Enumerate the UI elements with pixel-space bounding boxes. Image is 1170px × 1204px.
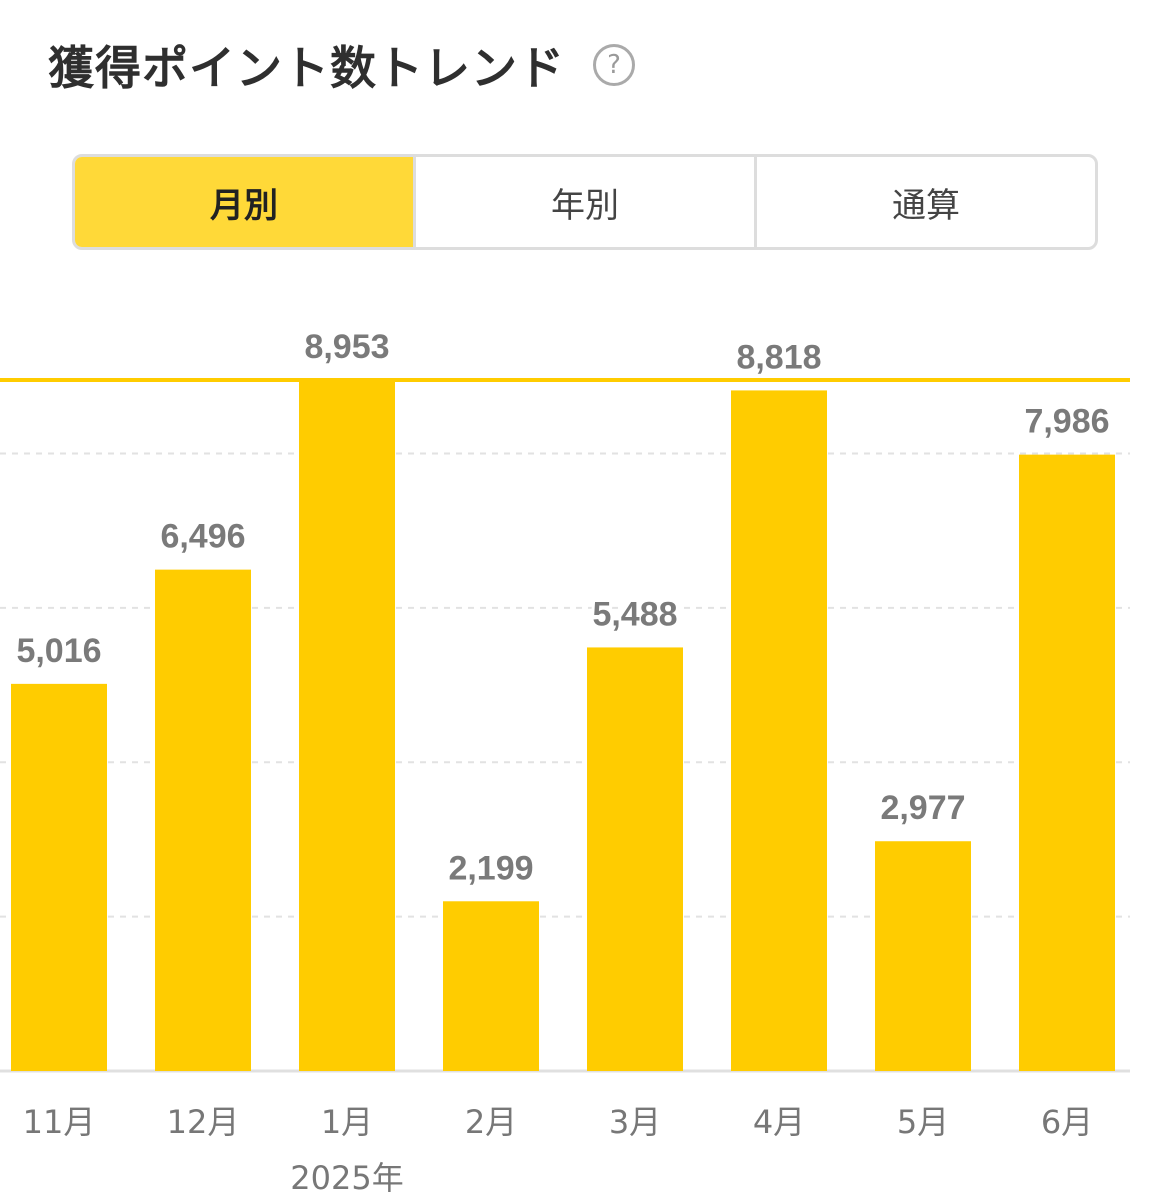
tab-total-label: 通算 [892, 185, 960, 226]
value-label-5: 5,488 [592, 595, 677, 633]
value-label-4: 2,199 [448, 849, 533, 887]
tab-total[interactable]: 通算 [754, 157, 1095, 247]
tab-monthly[interactable]: 月別 [75, 157, 413, 247]
bar-1 [11, 683, 107, 1071]
page-title: 獲得ポイント数トレンド [48, 41, 565, 95]
header: 獲得ポイント数トレンド ? [48, 30, 635, 100]
bar-3 [299, 380, 395, 1071]
x-tick-label-6: 4月 [753, 1103, 805, 1141]
x-tick-label-4: 2月 [465, 1103, 517, 1141]
bar-5 [587, 647, 683, 1071]
x-tick-label-1: 11月 [23, 1103, 96, 1141]
bar-8 [1019, 454, 1115, 1071]
value-label-1: 5,016 [16, 632, 101, 670]
x-tick-label-7: 5月 [897, 1103, 949, 1141]
value-label-6: 8,818 [736, 338, 821, 376]
bar-6 [731, 390, 827, 1071]
bar-4 [443, 901, 539, 1071]
value-label-2: 6,496 [160, 518, 245, 556]
value-label-7: 2,977 [880, 789, 965, 827]
year-label: 2025年 [290, 1159, 403, 1197]
bar-2 [155, 569, 251, 1071]
tab-monthly-label: 月別 [210, 185, 278, 226]
value-label-3: 8,953 [304, 328, 389, 366]
help-icon[interactable]: ? [593, 44, 635, 86]
tab-yearly-label: 年別 [551, 185, 619, 226]
period-segmented-control: 月別 年別 通算 [72, 154, 1098, 250]
bar-7 [875, 841, 971, 1071]
value-label-8: 7,986 [1024, 403, 1109, 441]
x-tick-label-3: 1月 [321, 1103, 373, 1141]
x-tick-label-8: 6月 [1041, 1103, 1093, 1141]
points-bar-chart: 5,016 6,496 8,953 2,199 5,488 8,818 2,977 7,986… [0, 325, 1130, 1197]
tab-yearly[interactable]: 年別 [413, 157, 754, 247]
x-tick-label-2: 12月 [167, 1103, 240, 1141]
x-tick-label-5: 3月 [609, 1103, 661, 1141]
